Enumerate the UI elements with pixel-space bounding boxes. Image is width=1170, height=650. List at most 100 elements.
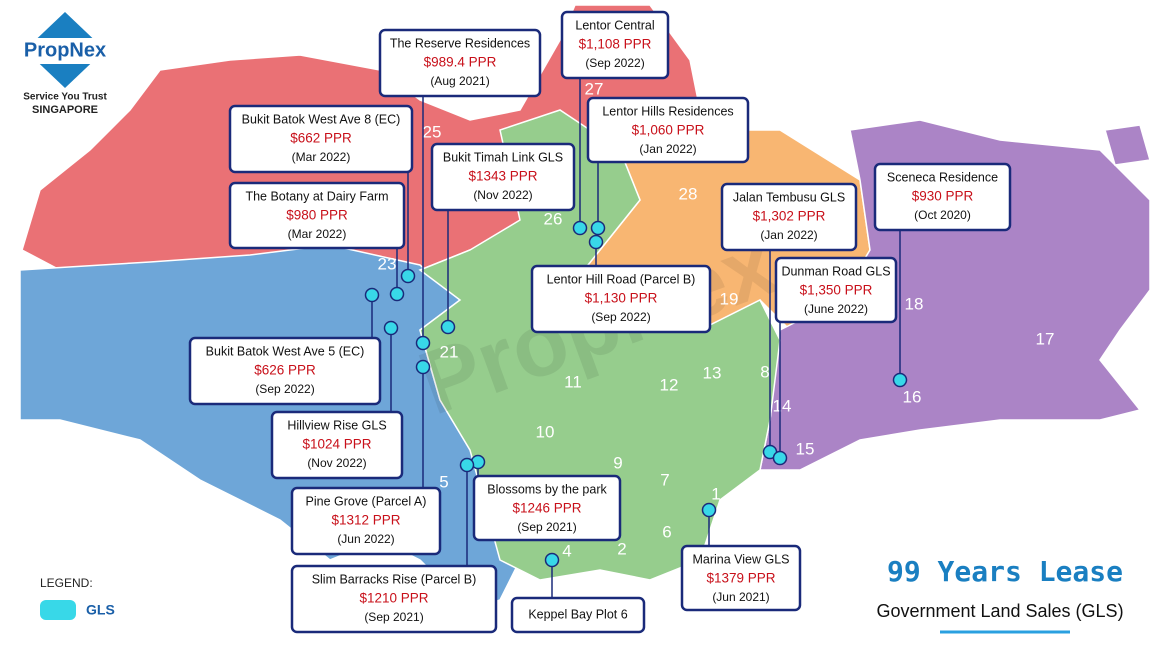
- site-price: $1210 PPR: [359, 591, 428, 606]
- callout-box: [290, 564, 498, 634]
- logo-name: PropNex: [24, 39, 106, 61]
- site-name: Lentor Hill Road (Parcel B): [547, 272, 696, 286]
- site-callout: Marina View GLS $1379 PPR (Jun 2021): [680, 544, 802, 612]
- gls-marker: [701, 502, 717, 518]
- site-price: $1,108 PPR: [579, 37, 652, 52]
- region-number: 26: [544, 209, 563, 228]
- site-date: (Sep 2022): [591, 310, 650, 324]
- region-number: 18: [905, 294, 924, 313]
- site-price: $1312 PPR: [331, 513, 400, 528]
- subtitle: Government Land Sales (GLS): [876, 601, 1123, 621]
- site-callout: Keppel Bay Plot 6: [510, 596, 646, 634]
- region-number: 6: [662, 522, 671, 541]
- site-name: Jalan Tembusu GLS: [733, 190, 845, 204]
- site-price: $1,130 PPR: [585, 291, 658, 306]
- site-name: Slim Barracks Rise (Parcel B): [312, 572, 477, 586]
- callout-box: [530, 264, 712, 334]
- site-date: (Sep 2021): [364, 610, 423, 624]
- site-callout: Sceneca Residence $930 PPR (Oct 2020): [873, 162, 1012, 232]
- east-region: [759, 119, 1151, 471]
- gls-marker: [415, 335, 431, 351]
- region-number: 21: [440, 342, 459, 361]
- site-callout: Bukit Batok West Ave 8 (EC) $662 PPR (Mar …: [228, 104, 414, 174]
- site-price: $1343 PPR: [468, 169, 537, 184]
- region-number: 5: [439, 472, 448, 491]
- site-date: (Jan 2022): [639, 142, 696, 156]
- gls-marker: [364, 287, 380, 303]
- site-date: (Jun 2022): [337, 532, 394, 546]
- gls-marker: [440, 319, 456, 335]
- site-date: (Mar 2022): [288, 227, 347, 241]
- region-number: 25: [423, 122, 442, 141]
- site-price: $930 PPR: [912, 189, 974, 204]
- region-number: 4: [562, 541, 571, 560]
- site-name: Blossoms by the park: [487, 482, 607, 496]
- site-callout: Lentor Hills Residences $1,060 PPR (Jan 20…: [586, 96, 750, 164]
- legend-swatch: [40, 600, 76, 620]
- callout-box: [720, 182, 858, 252]
- region-number: 23: [378, 254, 397, 273]
- gls-marker: [383, 320, 399, 336]
- site-date: (Sep 2022): [255, 382, 314, 396]
- site-price: $662 PPR: [290, 131, 352, 146]
- site-name: The Reserve Residences: [390, 36, 530, 50]
- callout-box: [228, 104, 414, 174]
- site-name: Lentor Hills Residences: [602, 104, 733, 118]
- callout-box: [290, 486, 442, 556]
- callout-box: [680, 544, 802, 612]
- site-price: $1024 PPR: [302, 437, 371, 452]
- site-name: Hillview Rise GLS: [287, 418, 386, 432]
- site-callout: Dunman Road GLS $1,350 PPR (June 2022): [774, 256, 898, 324]
- gls-marker: [892, 372, 908, 388]
- callout-box: [378, 28, 542, 98]
- site-callout: Slim Barracks Rise (Parcel B) $1210 PPR (S…: [290, 564, 498, 634]
- callout-box: [472, 474, 622, 542]
- logo-country: SINGAPORE: [32, 104, 98, 116]
- gls-marker: [588, 234, 604, 250]
- site-date: (June 2022): [804, 302, 868, 316]
- site-callout: Bukit Batok West Ave 5 (EC) $626 PPR (Sep …: [188, 336, 382, 406]
- gls-marker: [400, 268, 416, 284]
- site-price: $1,350 PPR: [800, 283, 873, 298]
- region-number: 9: [613, 453, 622, 472]
- region-number: 1: [711, 484, 720, 503]
- region-number: 19: [720, 289, 739, 308]
- gls-marker: [772, 450, 788, 466]
- site-callout: Lentor Hill Road (Parcel B) $1,130 PPR (Se…: [530, 264, 712, 334]
- logo: PropNex Service You Trust SINGAPORE: [18, 12, 114, 116]
- site-date: (Oct 2020): [914, 208, 971, 222]
- legend-label: GLS: [86, 602, 115, 618]
- gls-marker: [544, 552, 560, 568]
- region-number: 11: [564, 372, 582, 391]
- region-number: 17: [1036, 329, 1055, 348]
- region-number: 7: [660, 470, 669, 489]
- legend-title: LEGEND:: [40, 576, 93, 590]
- site-price: $626 PPR: [254, 363, 316, 378]
- region-number: 16: [903, 387, 922, 406]
- site-name: Bukit Timah Link GLS: [443, 150, 563, 164]
- sites: The Reserve Residences $989.4 PPR (Aug 202…: [188, 10, 1012, 634]
- site-date: (Nov 2022): [473, 188, 532, 202]
- site-name: Marina View GLS: [692, 552, 789, 566]
- site-date: (Aug 2021): [430, 74, 489, 88]
- site-date: (Sep 2022): [585, 56, 644, 70]
- site-date: (Jun 2021): [712, 590, 769, 604]
- island: [1104, 124, 1151, 166]
- region-number: 27: [585, 79, 604, 98]
- region-number: 2: [617, 539, 626, 558]
- callout-box: [510, 596, 646, 634]
- site-date: (Jan 2022): [760, 228, 817, 242]
- gls-marker: [415, 359, 431, 375]
- site-price: $980 PPR: [286, 208, 348, 223]
- gls-marker: [459, 457, 475, 473]
- site-price: $1,060 PPR: [632, 123, 705, 138]
- site-name: Bukit Batok West Ave 8 (EC): [242, 112, 401, 126]
- callout-box: [270, 410, 404, 480]
- region-number: 8: [760, 362, 769, 381]
- region-number: 28: [679, 184, 698, 203]
- logo-tagline: Service You Trust: [23, 92, 107, 103]
- callout-box: [586, 96, 750, 164]
- site-name: The Botany at Dairy Farm: [245, 189, 388, 203]
